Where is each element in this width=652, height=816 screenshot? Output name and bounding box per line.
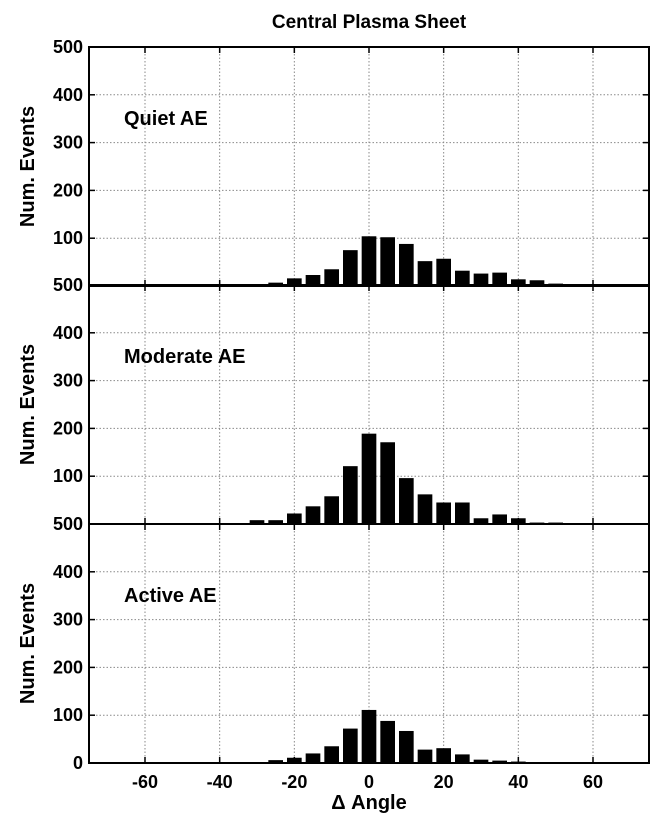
bar <box>268 520 283 524</box>
y-tick-label: 0 <box>73 753 83 773</box>
bar <box>324 269 339 286</box>
bar <box>361 709 377 763</box>
bar <box>343 466 358 524</box>
panel-1: 100 200 300 400 500 Quiet AE Num. Events <box>17 37 650 287</box>
bar <box>305 275 321 286</box>
bar <box>249 520 265 524</box>
bar <box>492 760 507 763</box>
panel-label: Quiet AE <box>124 108 208 130</box>
y-tick-label: 500 <box>53 275 83 295</box>
bar <box>492 514 507 524</box>
bar <box>455 754 470 763</box>
x-tick-label: 60 <box>583 772 603 792</box>
bar <box>361 433 377 524</box>
panel-label: Active AE <box>124 585 217 607</box>
bar <box>399 730 414 763</box>
y-tick-label: 100 <box>53 228 83 248</box>
y-tick-label: 200 <box>53 657 83 677</box>
bar <box>343 728 358 763</box>
x-tick-label: -20 <box>281 772 307 792</box>
y-tick-label: 400 <box>53 323 83 343</box>
y-tick-label: 400 <box>53 562 83 582</box>
y-axis-label: Num. Events <box>17 344 39 465</box>
bar <box>324 496 339 524</box>
y-axis-label: Num. Events <box>17 106 39 227</box>
x-tick-label: 0 <box>364 772 374 792</box>
bar <box>455 502 470 524</box>
bar <box>380 442 395 524</box>
bar <box>436 258 451 286</box>
y-tick-label: 300 <box>53 610 83 630</box>
bar <box>417 494 433 524</box>
bar <box>417 261 433 286</box>
y-tick-label: 100 <box>53 705 83 725</box>
bar <box>399 478 414 524</box>
x-tick-label: 40 <box>508 772 528 792</box>
bar <box>305 506 321 524</box>
y-tick-label: 300 <box>53 133 83 153</box>
bar <box>268 760 283 763</box>
x-tick-label: -60 <box>132 772 158 792</box>
bar <box>324 746 339 763</box>
bar <box>399 243 414 286</box>
chart-title: Central Plasma Sheet <box>272 12 467 33</box>
y-tick-label: 400 <box>53 85 83 105</box>
bar <box>529 280 545 286</box>
x-tick-label: 20 <box>434 772 454 792</box>
panel-2: 100 200 300 400 500 Moderate AE Num. Events <box>17 275 650 525</box>
y-tick-label: 200 <box>53 180 83 200</box>
bar <box>492 272 507 286</box>
bar <box>417 749 433 763</box>
x-axis-label: Δ Angle <box>331 792 407 814</box>
bar <box>473 759 489 763</box>
y-tick-label: 300 <box>53 371 83 391</box>
panel-label: Moderate AE <box>124 346 246 368</box>
panel-3: 0 100 200 300 400 500 Active AE Num. Events <box>17 514 650 773</box>
bar <box>436 502 451 524</box>
bar <box>380 720 395 763</box>
y-tick-label: 500 <box>53 37 83 57</box>
y-tick-label: 100 <box>53 466 83 486</box>
y-tick-label: 200 <box>53 418 83 438</box>
bar <box>305 753 321 763</box>
bar <box>473 273 489 286</box>
y-tick-label: 500 <box>53 514 83 534</box>
x-tick-label: -40 <box>207 772 233 792</box>
bar <box>455 270 470 286</box>
bar <box>436 748 451 763</box>
bar <box>343 250 358 286</box>
bar <box>380 237 395 286</box>
bar <box>473 518 489 524</box>
bar <box>361 236 377 286</box>
y-axis-label: Num. Events <box>17 583 39 704</box>
